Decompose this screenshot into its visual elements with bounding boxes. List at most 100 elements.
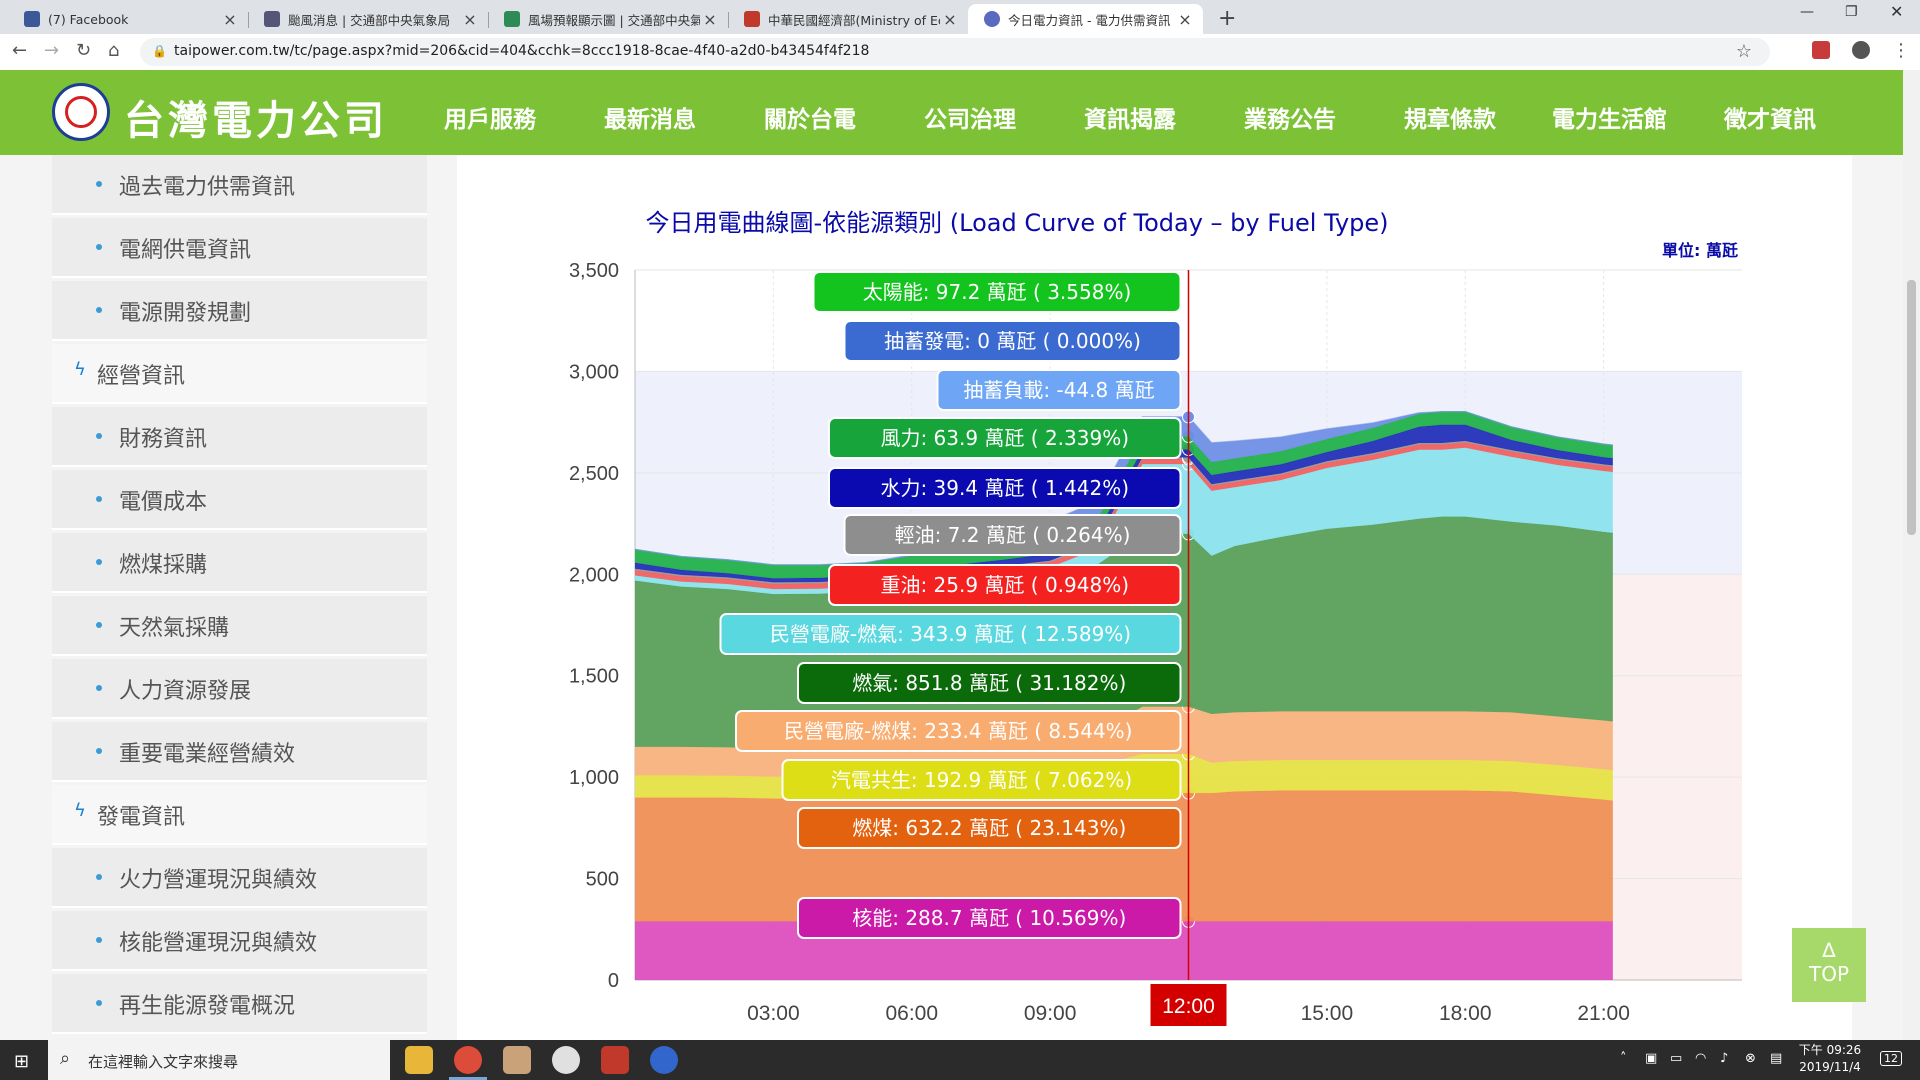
tray-flag-icon[interactable]: ▤ [1770, 1051, 1783, 1066]
tooltip-text: 抽蓄發電: 0 萬瓩 ( 0.000%) [884, 329, 1141, 353]
page-scrollbar[interactable] [1903, 70, 1920, 1040]
window-close-icon[interactable]: ✕ [1890, 2, 1904, 21]
sidebar-category-operations[interactable]: ϟ 經營資訊 [52, 344, 427, 404]
app-icon[interactable] [601, 1046, 629, 1074]
load-curve-chart[interactable]: 0 500 1,000 1,500 2,000 2,500 3,000 3,500 03:00 0… [457, 155, 1852, 1040]
tooltip-text: 風力: 63.9 萬瓩 ( 2.339%) [880, 426, 1129, 450]
y-tick-label: 1,000 [569, 767, 619, 789]
top-label: TOP [1808, 962, 1850, 986]
tab-typhoon-news[interactable]: 颱風消息 | 交通部中央氣象局 × [248, 4, 489, 34]
tooltip-text: 水力: 39.4 萬瓩 ( 1.442%) [880, 476, 1129, 500]
scrollbar-thumb[interactable] [1907, 280, 1916, 535]
nav-customer-service[interactable]: 用戶服務 [444, 107, 536, 133]
nav-governance[interactable]: 公司治理 [924, 107, 1016, 133]
back-icon[interactable]: ← [12, 40, 28, 61]
home-icon[interactable]: ⌂ [108, 40, 120, 61]
tab-title: (7) Facebook [48, 11, 129, 27]
logo-text[interactable]: 台灣電力公司 [124, 97, 388, 144]
sidebar-item-label: 電價成本 [119, 490, 208, 515]
sidebar-item-coal-procurement[interactable]: 燃煤採購 [52, 533, 427, 593]
tooltip-box [797, 807, 1182, 849]
sidebar-category-generation[interactable]: ϟ 發電資訊 [52, 785, 427, 845]
sidebar-item-nuclear[interactable]: 核能營運現況與績效 [52, 911, 427, 971]
file-explorer-icon[interactable] [405, 1046, 433, 1074]
bullet-icon [96, 496, 102, 502]
taskbar-clock[interactable]: 下午 09:26 2019/11/4 [1798, 1042, 1862, 1076]
lock-icon: 🔒 [152, 44, 167, 58]
forward-icon[interactable]: → [44, 40, 60, 61]
tab-wind-forecast[interactable]: 風場預報顯示圖 | 交通部中央氣 × [488, 4, 729, 34]
app-icon[interactable] [552, 1046, 580, 1074]
tooltip-text: 燃煤: 632.2 萬瓩 ( 23.143%) [852, 816, 1126, 840]
sidebar-item-past-supply[interactable]: 過去電力供需資訊 [52, 155, 427, 215]
nav-latest-news[interactable]: 最新消息 [604, 107, 696, 133]
tray-chevron-icon[interactable]: ˄ [1620, 1051, 1627, 1066]
site-header: 台灣電力公司 用戶服務 最新消息 關於台電 公司治理 資訊揭露 業務公告 規章條… [0, 70, 1903, 155]
close-tab-icon[interactable]: × [703, 9, 717, 29]
sidebar-item-finance[interactable]: 財務資訊 [52, 407, 427, 467]
sidebar-item-gas-procurement[interactable]: 天然氣採購 [52, 596, 427, 656]
sidebar-item-label: 重要電業經營績效 [119, 742, 296, 767]
bookmark-star-icon[interactable]: ☆ [1735, 41, 1752, 62]
tooltip-text: 民營電廠-燃煤: 233.4 萬瓩 ( 8.544%) [784, 719, 1133, 743]
sidebar-item-hr[interactable]: 人力資源發展 [52, 659, 427, 719]
url-text[interactable]: taipower.com.tw/tc/page.aspx?mid=206&cid… [174, 43, 870, 59]
minimize-icon[interactable]: — [1800, 4, 1814, 20]
sidebar-item-grid-supply[interactable]: 電網供電資訊 [52, 218, 427, 278]
tooltip-box [828, 564, 1182, 606]
app-icon[interactable] [503, 1046, 531, 1074]
tray-volume-icon[interactable]: ♪ [1720, 1051, 1729, 1066]
sidebar-item-kpi[interactable]: 重要電業經營績效 [52, 722, 427, 782]
close-tab-icon[interactable]: × [463, 9, 477, 29]
tray-battery-icon[interactable]: ▭ [1670, 1051, 1683, 1066]
tab-taipower[interactable]: 今日電力資訊 - 電力供需資訊 - 對 × [968, 4, 1203, 34]
up-arrow-icon: ∆ [1822, 938, 1836, 962]
sidebar-item-power-development[interactable]: 電源開發規劃 [52, 281, 427, 341]
sidebar-item-thermal[interactable]: 火力營運現況與績效 [52, 848, 427, 908]
notification-badge[interactable]: 12 [1880, 1051, 1902, 1066]
x-tick-label: 21:00 [1577, 1002, 1630, 1025]
profile-icon[interactable] [1852, 41, 1870, 59]
address-bar[interactable]: 🔒 taipower.com.tw/tc/page.aspx?mid=206&c… [140, 38, 1770, 66]
new-tab-button[interactable]: + [1218, 6, 1237, 31]
x-tick-label: 06:00 [885, 1002, 938, 1025]
close-tab-icon[interactable]: × [943, 9, 957, 29]
tray-network-icon[interactable]: ◠ [1695, 1051, 1707, 1066]
x-tick-label: 18:00 [1439, 1002, 1492, 1025]
menu-dots-icon[interactable]: ⋮ [1892, 40, 1910, 61]
nav-about[interactable]: 關於台電 [764, 107, 856, 133]
nav-disclosure[interactable]: 資訊揭露 [1084, 107, 1176, 133]
nav-announcements[interactable]: 業務公告 [1244, 107, 1336, 133]
bullet-icon [96, 244, 102, 250]
nav-power-life[interactable]: 電力生活館 [1552, 107, 1667, 133]
close-tab-icon[interactable]: × [223, 9, 237, 29]
y-tick-label: 0 [608, 970, 619, 992]
restore-icon[interactable]: ❐ [1845, 4, 1858, 20]
windows-start-icon[interactable]: ⊞ [14, 1051, 30, 1072]
tab-facebook[interactable]: (7) Facebook × [8, 4, 249, 34]
extension-icon[interactable] [1812, 41, 1830, 59]
tab-moea[interactable]: 中華民國經濟部(Ministry of Eco × [728, 4, 968, 34]
tooltip-text: 抽蓄負載: -44.8 萬瓩 [963, 378, 1154, 402]
bullet-icon [96, 937, 102, 943]
tooltip-text: 重油: 25.9 萬瓩 ( 0.948%) [880, 573, 1129, 597]
y-tick-label: 3,500 [569, 260, 619, 282]
sidebar-item-renewable[interactable]: 再生能源發電概況 [52, 974, 427, 1034]
nav-careers[interactable]: 徵才資訊 [1724, 107, 1816, 133]
app-icon[interactable] [650, 1046, 678, 1074]
taskbar-search[interactable]: ⌕ 在這裡輸入文字來搜尋 [48, 1040, 390, 1080]
tooltip-box [812, 271, 1182, 313]
tray-app-icon[interactable]: ▣ [1645, 1051, 1658, 1066]
sidebar-item-label: 人力資源發展 [119, 679, 252, 704]
taipower-logo-icon[interactable] [52, 83, 110, 141]
nav-regulations[interactable]: 規章條款 [1404, 107, 1496, 133]
chrome-icon[interactable] [454, 1046, 482, 1074]
reload-icon[interactable]: ↻ [76, 40, 92, 61]
sidebar: 過去電力供需資訊 電網供電資訊 電源開發規劃 ϟ 經營資訊 財務資訊 電價成本 燃… [52, 155, 427, 1040]
back-to-top-button[interactable]: ∆ TOP [1792, 928, 1866, 1002]
bullet-icon [96, 307, 102, 313]
sidebar-item-price-cost[interactable]: 電價成本 [52, 470, 427, 530]
sidebar-item-label: 過去電力供需資訊 [119, 175, 296, 200]
tray-close-icon[interactable]: ⊗ [1745, 1051, 1756, 1066]
close-tab-icon[interactable]: × [1178, 9, 1192, 29]
